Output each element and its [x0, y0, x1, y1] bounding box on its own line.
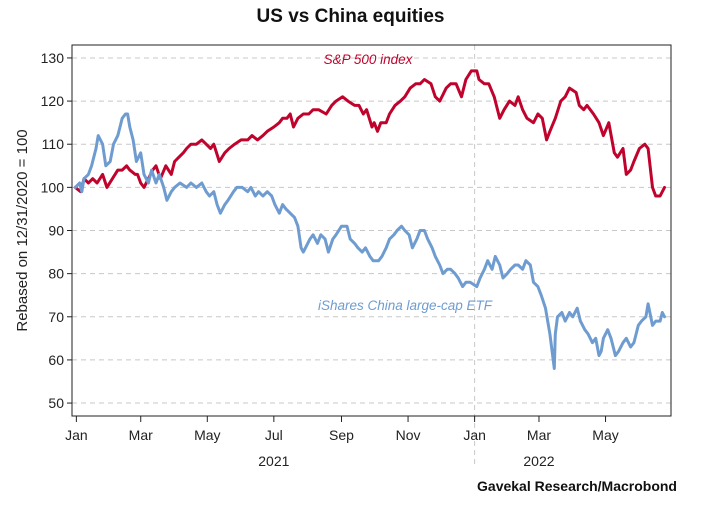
year-label: 2022 — [523, 453, 554, 469]
x-tick-label: May — [592, 427, 618, 443]
x-tick-label: Mar — [527, 427, 551, 443]
chart-title: US vs China equities — [256, 6, 445, 27]
y-tick-label: 60 — [48, 352, 64, 368]
y-tick-label: 90 — [48, 223, 64, 239]
x-axis-ticks: Jan Mar May Jul Sep Nov Jan Mar May — [65, 416, 619, 443]
x-tick-label: Mar — [129, 427, 153, 443]
y-tick-label: 130 — [41, 50, 65, 66]
y-tick-label: 100 — [41, 179, 65, 195]
series-lines — [73, 69, 666, 370]
x-tick-label: Jan — [463, 427, 486, 443]
y-tick-label: 70 — [48, 309, 64, 325]
series-line — [73, 69, 666, 198]
source-credit: Gavekal Research/Macrobond — [477, 478, 677, 494]
y-tick-label: 80 — [48, 266, 64, 282]
x-tick-label: Jan — [65, 427, 88, 443]
series-line — [73, 112, 666, 370]
series-label: iShares China large-cap ETF — [318, 298, 493, 313]
y-tick-label: 50 — [48, 395, 64, 411]
series-labels: S&P 500 index iShares China large-cap ETF — [318, 52, 493, 313]
x-tick-label: Jul — [265, 427, 283, 443]
year-labels: 2021 2022 — [258, 453, 554, 469]
year-label: 2021 — [258, 453, 289, 469]
y-tick-label: 110 — [42, 136, 65, 152]
x-tick-label: Sep — [329, 427, 354, 443]
y-axis-label: Rebased on 12/31/2020 = 100 — [14, 129, 31, 331]
y-tick-label: 120 — [41, 93, 65, 109]
gridlines — [72, 57, 671, 404]
series-label: S&P 500 index — [324, 52, 414, 67]
x-tick-label: May — [194, 427, 220, 443]
x-tick-label: Nov — [396, 427, 421, 443]
y-axis-ticks: 50 60 70 80 90 100 110 120 130 — [41, 50, 72, 411]
